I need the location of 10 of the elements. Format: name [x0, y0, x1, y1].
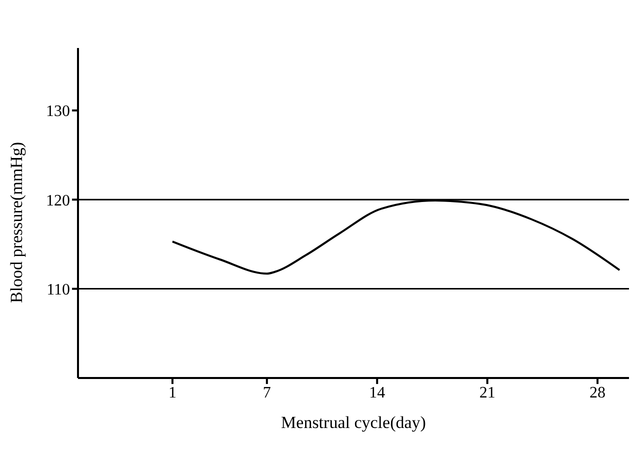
x-tick-label: 7: [262, 384, 271, 402]
y-tick-label: 120: [46, 192, 70, 210]
y-tick-label: 110: [46, 281, 70, 298]
y-axis-title: Blood pressure(mmHg): [7, 142, 26, 303]
x-tick-label: 21: [479, 384, 496, 402]
x-axis-title: Menstrual cycle(day): [281, 413, 426, 432]
x-tick-label: 14: [369, 384, 386, 402]
y-tick-label: 130: [46, 103, 70, 120]
x-tick-label: 1: [168, 384, 176, 402]
x-tick-label: 28: [590, 384, 606, 402]
